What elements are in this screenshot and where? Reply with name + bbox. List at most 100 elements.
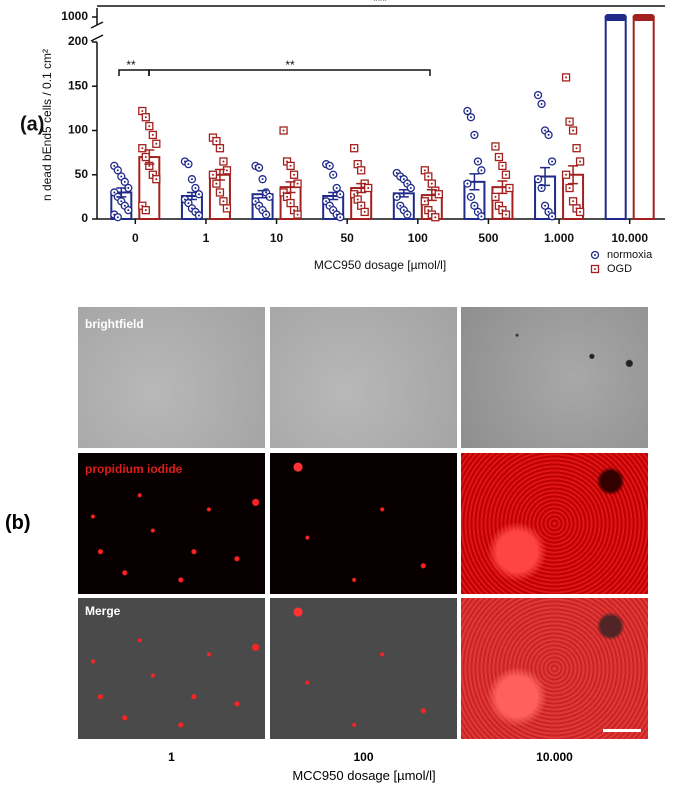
data-point-center	[127, 209, 130, 212]
data-point-center	[328, 204, 331, 207]
error-bar	[426, 189, 437, 202]
data-point-center	[194, 210, 197, 213]
chart: (a) n dead bEnd5 cells / 0.1 cm² MCC950 …	[20, 0, 665, 275]
data-point-center	[353, 193, 356, 196]
data-point-center	[116, 169, 119, 172]
micrograph	[78, 307, 265, 448]
x-tick-label: 500	[478, 231, 498, 245]
legend-label: normoxia	[607, 249, 653, 261]
data-point-center	[360, 169, 363, 172]
legend-label: OGD	[607, 263, 632, 275]
error-bar	[497, 180, 508, 195]
data-point-center	[466, 182, 469, 185]
error-bar	[568, 165, 579, 185]
data-point-center	[296, 213, 299, 216]
data-point-center	[565, 76, 568, 79]
data-point-center	[360, 204, 363, 207]
data-point-center	[508, 187, 511, 190]
data-point-center	[540, 102, 543, 105]
data-point-center	[332, 173, 335, 176]
legend-marker-center	[594, 268, 596, 270]
data-point-center	[430, 182, 433, 185]
sig-bracket	[148, 69, 431, 76]
data-point-center	[187, 163, 190, 166]
data-point-center	[335, 187, 338, 190]
data-point-center	[473, 133, 476, 136]
data-point-center	[113, 191, 116, 194]
annotation: ***	[373, 0, 387, 8]
data-point-center	[409, 187, 412, 190]
data-point-center	[547, 210, 550, 213]
micrograph	[270, 453, 457, 594]
data-point-center	[265, 191, 268, 194]
data-point-center	[282, 129, 285, 132]
data-point-center	[222, 160, 225, 163]
error-bar	[469, 173, 480, 191]
data-point-center	[261, 178, 264, 181]
data-point-center	[339, 193, 342, 196]
error-bar	[257, 189, 268, 199]
data-point-center	[261, 209, 264, 212]
data-point-center	[296, 182, 299, 185]
data-point-center	[254, 200, 257, 203]
error-bar	[116, 187, 127, 198]
data-point-center	[568, 120, 571, 123]
annotation: **	[126, 58, 136, 72]
data-point-center	[423, 200, 426, 203]
y-tick-label: 100	[68, 123, 88, 137]
data-point-center	[427, 175, 430, 178]
data-point-center	[215, 182, 218, 185]
data-point-center	[406, 213, 409, 216]
data-point-center	[572, 200, 575, 203]
micrograph	[78, 453, 265, 594]
data-point-center	[537, 94, 540, 97]
error-bar	[540, 166, 551, 187]
data-point-center	[225, 169, 228, 172]
x-axis-title: MCC950 dosage [µmol/l]	[292, 768, 436, 783]
data-point-center	[476, 160, 479, 163]
axis-break	[90, 21, 104, 42]
row-label: Merge	[85, 604, 121, 618]
bar	[604, 16, 627, 220]
data-point-center	[497, 156, 500, 159]
x-tick-label: 10	[270, 231, 284, 245]
data-point-center	[434, 216, 437, 219]
data-point-center	[197, 214, 200, 217]
data-point-center	[480, 215, 483, 218]
data-point-center	[402, 178, 405, 181]
data-point-center	[187, 202, 190, 205]
data-point-center	[469, 116, 472, 119]
data-point-center	[222, 200, 225, 203]
x-tick-label: 0	[132, 231, 139, 245]
data-point-center	[113, 164, 116, 167]
data-point-center	[286, 195, 289, 198]
y-tick-label: 0	[81, 211, 88, 225]
data-point-center	[120, 175, 123, 178]
data-point-center	[537, 178, 540, 181]
data-point-center	[268, 195, 271, 198]
data-point-center	[540, 187, 543, 190]
data-point-center	[476, 210, 479, 213]
data-point-center	[211, 173, 214, 176]
bar-cap	[604, 14, 627, 21]
data-point-center	[494, 195, 497, 198]
data-point-center	[406, 182, 409, 185]
data-point-center	[423, 169, 426, 172]
data-point-center	[579, 210, 582, 213]
data-point-center	[332, 209, 335, 212]
x-tick-label: 100	[408, 231, 428, 245]
data-point-center	[544, 129, 547, 132]
column-label: 100	[353, 750, 374, 764]
error-bar	[398, 189, 409, 198]
error-bar	[356, 182, 367, 194]
error-bar	[186, 191, 197, 201]
panel-label: (b)	[5, 512, 31, 534]
data-point-center	[399, 204, 402, 207]
data-point-center	[148, 125, 151, 128]
data-point-center	[501, 164, 504, 167]
data-point-center	[225, 207, 228, 210]
data-point-center	[144, 209, 147, 212]
data-point-center	[395, 171, 398, 174]
data-point-center	[480, 169, 483, 172]
